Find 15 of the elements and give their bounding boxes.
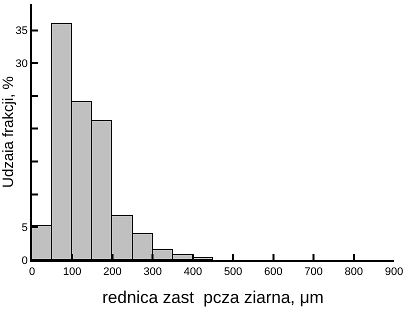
y-axis-title: Udzaia frakcji, %: [0, 76, 17, 188]
y-tick-label: 0: [22, 254, 28, 267]
y-tick-label: 5: [22, 222, 28, 234]
x-axis-title: rednica zast pcza ziarna, μm: [102, 288, 324, 308]
x-tick-label: 100: [63, 266, 82, 278]
y-tick-label: 30: [16, 58, 28, 70]
x-tick-label: 200: [103, 266, 122, 278]
x-tick-label: 800: [344, 266, 363, 278]
x-tick-label: 500: [224, 266, 242, 278]
x-tick-label: 300: [143, 266, 162, 278]
x-tick-label: 900: [384, 266, 404, 278]
x-tick-label: 400: [184, 266, 202, 278]
y-tick-label: 35: [16, 25, 28, 38]
x-tick-label: 600: [264, 266, 283, 278]
x-tick-label: 700: [304, 266, 323, 278]
